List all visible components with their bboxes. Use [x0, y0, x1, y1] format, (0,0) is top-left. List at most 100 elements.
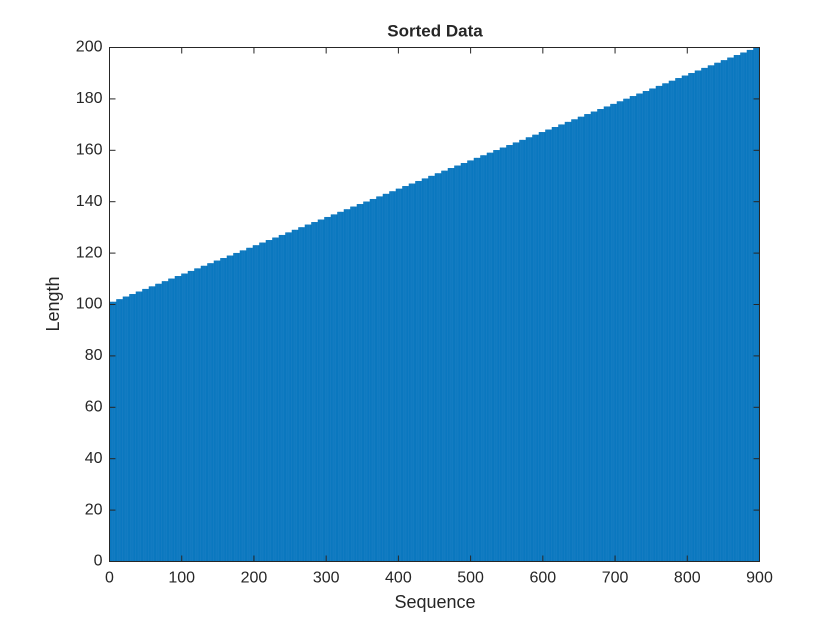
x-tick-label: 900 — [746, 570, 773, 587]
bar — [671, 80, 673, 562]
bar — [281, 234, 283, 562]
bar — [706, 67, 708, 562]
bar — [501, 147, 503, 562]
bar — [554, 127, 556, 562]
bar — [457, 165, 459, 562]
bar — [644, 91, 646, 562]
bar — [117, 299, 119, 562]
bar — [483, 155, 485, 562]
bar — [744, 52, 746, 562]
bar — [176, 276, 178, 562]
bar — [679, 78, 681, 562]
bar — [599, 109, 601, 562]
bar — [189, 270, 191, 562]
bar — [712, 65, 713, 562]
bar — [243, 250, 245, 562]
bar — [589, 114, 591, 562]
bar — [210, 263, 212, 562]
bar — [739, 55, 741, 562]
bar — [699, 70, 701, 562]
bar — [716, 62, 718, 562]
bar — [327, 216, 329, 562]
bar — [676, 78, 677, 562]
bar — [652, 88, 654, 562]
bar — [217, 260, 219, 562]
bar — [527, 137, 529, 562]
bar — [720, 60, 722, 562]
bar — [578, 116, 580, 562]
bar — [388, 193, 390, 562]
bar — [577, 119, 578, 562]
bar — [221, 258, 222, 562]
bar — [422, 178, 424, 562]
bar — [750, 49, 752, 562]
bar — [262, 242, 264, 562]
bar — [559, 124, 560, 562]
bar — [525, 137, 527, 562]
bar — [442, 170, 443, 562]
bar — [361, 204, 363, 562]
bar — [605, 106, 607, 562]
bar — [323, 219, 325, 562]
bar — [292, 229, 294, 562]
bar — [663, 83, 665, 562]
bar — [596, 111, 598, 562]
bar — [514, 142, 516, 562]
bar — [682, 75, 684, 562]
bar — [585, 114, 586, 562]
bar — [670, 80, 672, 562]
bar — [152, 286, 154, 562]
bar — [403, 186, 405, 562]
bar — [591, 111, 593, 562]
bar — [191, 270, 193, 562]
bar — [276, 237, 278, 562]
bar — [143, 288, 144, 562]
bar — [225, 258, 227, 562]
bar — [298, 227, 300, 562]
bar — [355, 206, 357, 562]
bar — [172, 278, 174, 562]
bar — [307, 224, 309, 562]
bar — [420, 180, 422, 562]
bar — [150, 286, 152, 562]
bar — [537, 134, 539, 562]
bar — [535, 134, 537, 562]
bar — [418, 180, 420, 562]
bar — [118, 299, 120, 562]
bar — [574, 119, 576, 562]
bar — [464, 162, 466, 562]
bar — [198, 268, 200, 562]
bar — [261, 242, 263, 562]
bar — [494, 150, 495, 562]
bar — [428, 175, 430, 562]
bar — [311, 222, 313, 562]
bar — [344, 209, 346, 562]
bar — [748, 49, 750, 562]
bar — [137, 291, 139, 562]
bar — [306, 224, 308, 562]
bar — [705, 67, 707, 562]
bar — [734, 55, 736, 562]
bar — [434, 173, 436, 562]
bar — [712, 65, 714, 562]
bar — [582, 116, 583, 562]
bar — [456, 165, 458, 562]
bar — [608, 106, 609, 562]
bar — [130, 294, 132, 562]
bar — [339, 211, 341, 562]
bar — [627, 98, 629, 562]
bar — [688, 73, 690, 562]
bar — [669, 80, 671, 562]
bar — [371, 198, 373, 562]
bar — [336, 214, 338, 562]
bar — [208, 263, 209, 562]
bar — [616, 103, 617, 562]
bar — [719, 62, 721, 562]
bar — [461, 162, 463, 562]
bar — [690, 73, 692, 562]
y-axis-label: Length — [43, 276, 63, 331]
bar — [740, 52, 742, 562]
bar — [732, 57, 734, 562]
bar — [587, 114, 589, 562]
bar — [624, 98, 625, 562]
